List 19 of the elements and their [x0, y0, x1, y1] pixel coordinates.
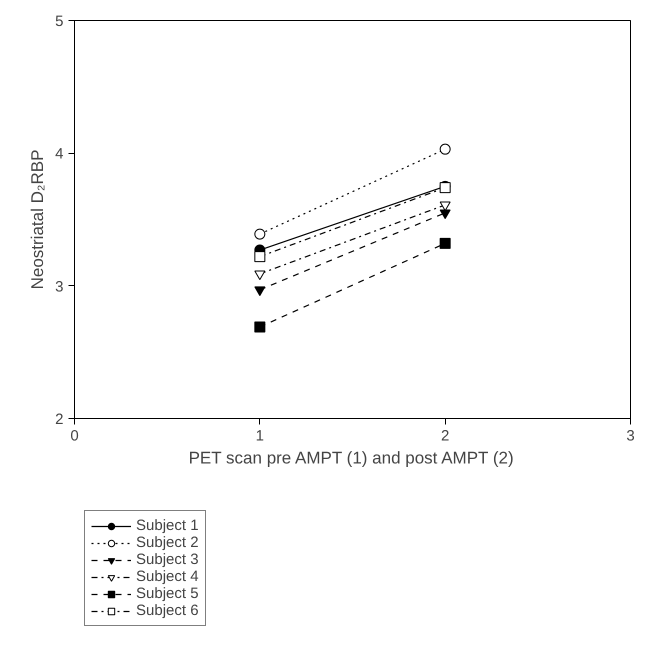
x-axis-title: PET scan pre AMPT (1) and post AMPT (2) — [188, 448, 514, 468]
x-tick-label: 0 — [70, 428, 79, 444]
x-tick-label: 1 — [256, 428, 264, 444]
point — [254, 251, 266, 262]
legend-label: Subject 4 — [136, 568, 199, 585]
x-tick-label: 2 — [440, 428, 450, 444]
x-tick-label: 3 — [626, 428, 635, 444]
legend-label: Subject 2 — [136, 534, 199, 551]
y-tick-label: 3 — [55, 278, 64, 296]
y-tick-label: 2 — [55, 411, 64, 428]
legend-label: Subject 5 — [136, 585, 199, 602]
legend-label: Subject 1 — [136, 517, 199, 534]
y-tick-label: 4 — [55, 146, 64, 163]
legend-label: Subject 6 — [136, 602, 199, 619]
legend-label: Subject 3 — [136, 551, 199, 568]
point — [254, 321, 266, 332]
point — [440, 238, 451, 249]
y-tick-label: 5 — [55, 13, 64, 30]
y-axis-title: Neostriatal D₂RBP — [28, 150, 48, 290]
